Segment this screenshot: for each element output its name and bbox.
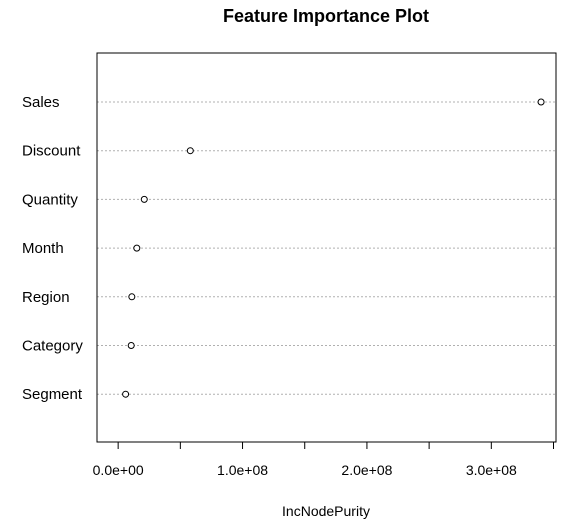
guide-lines (97, 101, 556, 395)
x-tick-label: 2.0e+08 (341, 462, 392, 478)
x-tick-label: 0.0e+00 (93, 462, 144, 478)
category-labels: Sales Discount Quantity Month Region Category… (22, 94, 83, 403)
plot-frame (96, 52, 557, 443)
point-sales (537, 98, 545, 106)
point-quantity (140, 195, 148, 203)
category-label-discount: Discount (22, 143, 81, 160)
category-label-month: Month (22, 240, 64, 257)
category-label-region: Region (22, 289, 70, 306)
point-discount (186, 147, 194, 155)
chart-title: Feature Importance Plot (223, 6, 429, 26)
x-axis: 0.0e+00 1.0e+08 2.0e+08 3.0e+08 (93, 442, 555, 478)
point-segment (122, 390, 130, 398)
category-label-category: Category (22, 338, 83, 355)
point-category (127, 342, 135, 349)
point-region (128, 293, 136, 301)
x-tick-label: 3.0e+08 (466, 462, 517, 478)
point-month (133, 244, 141, 252)
x-tick-label: 1.0e+08 (217, 462, 268, 478)
category-label-segment: Segment (22, 386, 83, 403)
x-axis-title: IncNodePurity (282, 503, 370, 519)
category-label-quantity: Quantity (22, 191, 78, 208)
data-points (122, 98, 545, 398)
category-label-sales: Sales (22, 94, 60, 111)
